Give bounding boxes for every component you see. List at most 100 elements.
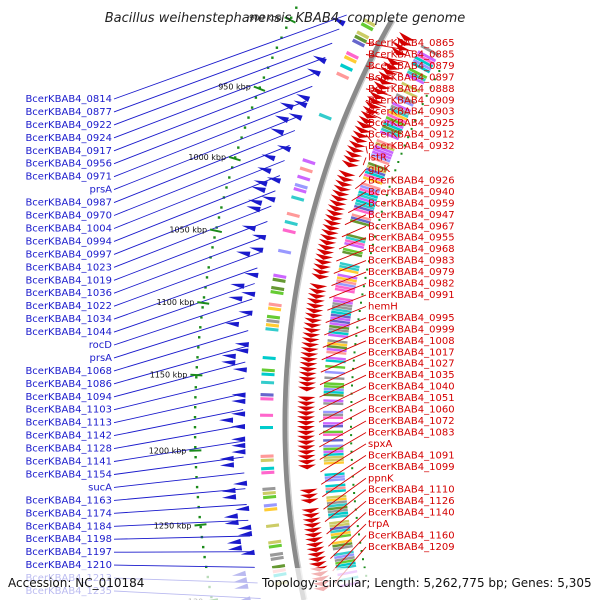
gene-label-forward: BcerKBAB4_0979 — [368, 267, 455, 278]
forward-gene-arrow — [309, 283, 328, 290]
reverse-gene-arrow — [231, 436, 246, 442]
leader-line — [113, 564, 255, 568]
leader-line — [327, 294, 367, 311]
reverse-gene-arrow — [235, 505, 250, 511]
leader-line — [323, 477, 367, 510]
forward-gene-arrow — [307, 297, 325, 304]
reverse-gene-arrow — [231, 411, 246, 417]
gene-label-reverse: BcerKBAB4_1128 — [25, 444, 112, 455]
gene-label-forward: BcerKBAB4_1027 — [368, 359, 455, 370]
accession-text: Accession: NC_010184 — [8, 576, 144, 590]
forward-gene-arrow — [356, 120, 374, 129]
leader-line — [113, 456, 244, 475]
forward-gene-arrow — [300, 493, 318, 499]
leader-line — [113, 551, 253, 553]
leader-line — [365, 122, 377, 131]
reverse-gene-arrow — [238, 310, 253, 316]
forward-gene-arrow — [297, 440, 316, 445]
forward-gene-arrow — [396, 36, 413, 46]
gene-label-reverse: BcerKBAB4_0924 — [25, 133, 112, 144]
leader-line — [113, 236, 264, 294]
leader-line — [113, 85, 313, 165]
forward-gene-arrow — [317, 243, 336, 251]
forward-gene-arrow — [297, 445, 316, 450]
forward-gene-arrow — [297, 421, 316, 426]
forward-gene-arrow — [305, 541, 324, 548]
reverse-gene-arrow — [288, 113, 303, 121]
gene-label-forward: BcerKBAB4_1008 — [368, 336, 455, 347]
gene-label-reverse: BcerKBAB4_0970 — [25, 211, 112, 222]
gene-label-forward: glpK — [368, 164, 390, 175]
forward-gene-arrow — [343, 155, 361, 163]
leader-line — [113, 314, 251, 359]
forward-gene-arrow — [393, 41, 410, 51]
gene-label-reverse: BcerKBAB4_1174 — [25, 508, 112, 519]
forward-gene-arrow — [336, 174, 354, 182]
gene-label-forward: BcerKBAB4_1209 — [368, 542, 455, 553]
leader-line — [355, 180, 367, 190]
forward-gene-arrow — [299, 366, 318, 372]
forward-gene-arrow — [391, 46, 407, 56]
forward-gene-arrow — [318, 238, 337, 246]
reverse-gene-arrow — [241, 291, 256, 298]
leader-line — [365, 42, 414, 52]
reverse-gene-arrow — [219, 462, 235, 468]
gene-label-reverse: BcerKBAB4_1019 — [25, 275, 112, 286]
kbp-tick-label: 1250 kbp — [154, 522, 192, 531]
gene-label-reverse: BcerKBAB4_1022 — [25, 301, 112, 312]
leader-line — [362, 157, 367, 166]
gene-label-forward: BcerKBAB4_1110 — [368, 485, 455, 496]
reverse-gene-arrow — [234, 348, 249, 354]
forward-gene-arrow — [360, 110, 378, 119]
forward-gene-arrow — [383, 61, 400, 70]
leader-line — [113, 488, 246, 501]
gene-label-reverse: BcerKBAB4_1036 — [25, 288, 112, 299]
forward-gene-arrow — [301, 507, 320, 514]
reverse-gene-arrow — [228, 296, 243, 302]
forward-gene-arrow — [303, 527, 322, 533]
reverse-gene-arrow — [219, 455, 234, 462]
leader-line — [365, 65, 403, 74]
gene-label-reverse: BcerKBAB4_0994 — [25, 236, 112, 247]
kbp-tick-label: 1100 kbp — [157, 298, 195, 307]
forward-gene-arrow — [358, 115, 376, 124]
leader-line — [319, 432, 367, 460]
forward-gene-arrow — [373, 81, 391, 90]
kbp-tick-label: 1050 kbp — [169, 226, 207, 235]
gene-label-forward: BcerKBAB4_0959 — [368, 198, 455, 209]
forward-gene-arrow — [335, 179, 353, 187]
forward-gene-arrow — [302, 327, 321, 333]
leader-line — [113, 130, 296, 204]
reverse-gene-arrow — [261, 196, 276, 203]
forward-gene-arrow — [348, 140, 366, 148]
forward-gene-arrow — [367, 95, 384, 104]
leader-line — [319, 386, 367, 411]
reverse-gene-arrow — [232, 367, 247, 373]
forward-gene-arrow — [314, 258, 332, 265]
forward-gene-arrow — [323, 219, 342, 226]
forward-gene-arrow — [322, 223, 340, 231]
gene-label-forward: BcerKBAB4_0968 — [368, 244, 455, 255]
kbp-tick-label: 950 kbp — [218, 83, 251, 92]
reverse-gene-arrow — [307, 68, 321, 77]
leader-line — [113, 409, 244, 437]
reverse-gene-arrow — [246, 206, 261, 213]
forward-gene-arrow — [307, 551, 326, 558]
leader-line — [113, 205, 272, 268]
gene-label-reverse: BcerKBAB4_0877 — [25, 107, 112, 118]
forward-gene-arrow — [297, 406, 316, 411]
leader-line — [338, 237, 367, 250]
reverse-gene-arrow — [231, 449, 246, 455]
gene-label-reverse: sucA — [88, 482, 112, 493]
reverse-gene-arrow — [248, 199, 263, 206]
leader-line — [320, 351, 367, 373]
reverse-gene-arrow — [274, 115, 289, 123]
gene-label-forward: BcerKBAB4_0967 — [368, 221, 455, 232]
forward-gene-arrow — [300, 352, 319, 358]
reverse-gene-arrow — [233, 480, 248, 486]
gene-label-reverse: BcerKBAB4_0922 — [25, 120, 112, 131]
leader-line — [113, 535, 251, 540]
forward-gene-arrow — [338, 169, 356, 178]
gene-label-reverse: BcerKBAB4_1163 — [25, 495, 112, 506]
leader-line — [322, 466, 367, 498]
